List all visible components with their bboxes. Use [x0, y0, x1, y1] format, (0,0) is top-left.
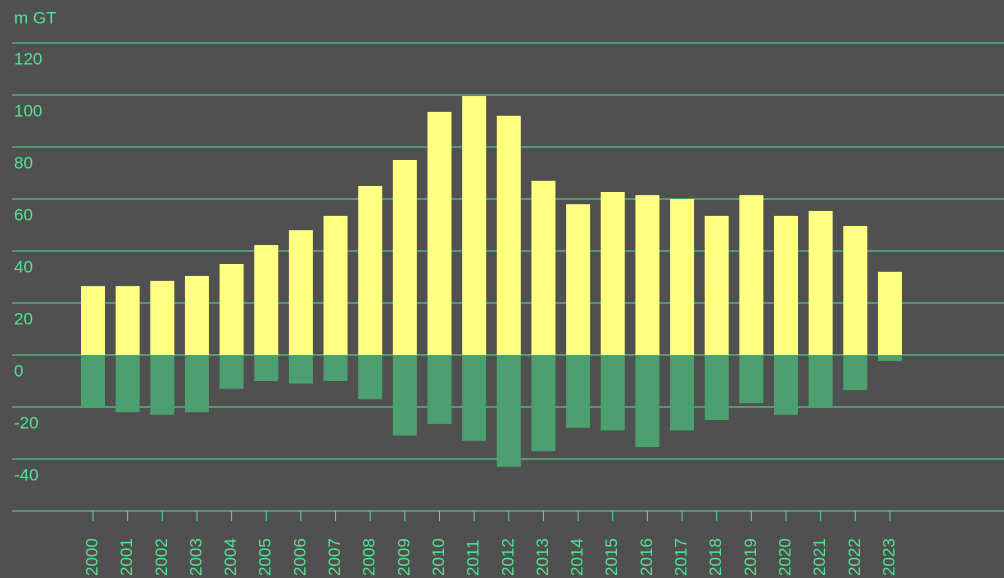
bar	[566, 204, 591, 355]
bar	[254, 245, 279, 355]
x-tick-label: 2020	[775, 538, 794, 576]
bar	[739, 355, 764, 404]
bar	[288, 230, 313, 355]
bar	[288, 355, 313, 384]
bar	[358, 186, 383, 355]
x-tick-label: 2003	[186, 538, 205, 576]
bar	[427, 355, 452, 424]
x-tick-label: 2005	[256, 538, 275, 576]
bar	[843, 226, 868, 355]
x-tick-label: 2019	[741, 538, 760, 576]
x-tick-label: 2017	[672, 538, 691, 576]
bar	[358, 355, 383, 400]
bar	[774, 215, 798, 355]
y-tick-label: -20	[14, 413, 39, 432]
bar	[808, 355, 833, 407]
x-tick-label: 2014	[568, 538, 587, 576]
bar	[600, 191, 625, 355]
bar	[496, 115, 521, 355]
y-tick-label: 60	[14, 205, 33, 224]
bar	[115, 286, 140, 355]
bar	[323, 355, 348, 381]
y-axis-label: m GT	[14, 8, 57, 27]
bar	[635, 355, 660, 448]
bar	[566, 355, 591, 428]
y-tick-label: 0	[14, 361, 23, 380]
bar	[600, 355, 625, 431]
bar	[150, 355, 175, 415]
bar	[531, 355, 556, 452]
bar	[219, 355, 244, 389]
bar	[496, 355, 521, 467]
bar	[392, 355, 417, 436]
bar	[115, 355, 140, 413]
x-tick-label: 2008	[360, 538, 379, 576]
bar	[531, 180, 556, 355]
bar	[184, 275, 209, 355]
bar	[670, 199, 695, 355]
bar	[254, 355, 279, 381]
x-tick-label: 2015	[602, 538, 621, 576]
x-tick-label: 2022	[845, 538, 864, 576]
bar	[184, 355, 209, 413]
x-tick-label: 2018	[706, 538, 725, 576]
bar	[81, 286, 105, 355]
bar	[323, 215, 348, 355]
y-tick-label: 40	[14, 257, 33, 276]
bar	[81, 355, 105, 407]
x-tick-label: 2023	[879, 538, 898, 576]
y-tick-label: 120	[14, 49, 42, 68]
bar	[808, 210, 833, 355]
y-tick-label: 80	[14, 153, 33, 172]
x-tick-label: 2007	[325, 538, 344, 576]
bar	[877, 271, 902, 355]
x-tick-label: 2004	[221, 538, 240, 576]
x-tick-label: 2006	[290, 538, 309, 576]
bar	[635, 195, 660, 355]
bar	[427, 111, 452, 356]
x-tick-label: 2002	[152, 538, 171, 576]
x-tick-label: 2010	[429, 538, 448, 576]
x-tick-label: 2021	[810, 538, 829, 576]
bar	[670, 355, 695, 431]
x-tick-label: 2013	[533, 538, 552, 576]
y-tick-label: 20	[14, 309, 33, 328]
bar	[704, 215, 729, 355]
bar	[462, 355, 487, 441]
y-tick-label: -40	[14, 465, 39, 484]
bar	[843, 355, 868, 391]
bar	[704, 355, 729, 420]
x-tick-label: 2009	[394, 538, 413, 576]
bar	[219, 264, 244, 355]
bar	[739, 195, 764, 355]
bar	[150, 280, 175, 355]
bar	[774, 355, 798, 415]
x-tick-label: 2000	[82, 538, 101, 576]
x-tick-label: 2011	[464, 539, 483, 576]
bar	[462, 96, 487, 355]
x-tick-label: 2001	[117, 538, 136, 576]
x-tick-label: 2012	[498, 538, 517, 576]
bar	[877, 355, 902, 361]
bar	[392, 160, 417, 355]
y-tick-label: 100	[14, 101, 42, 120]
x-tick-label: 2016	[637, 538, 656, 576]
